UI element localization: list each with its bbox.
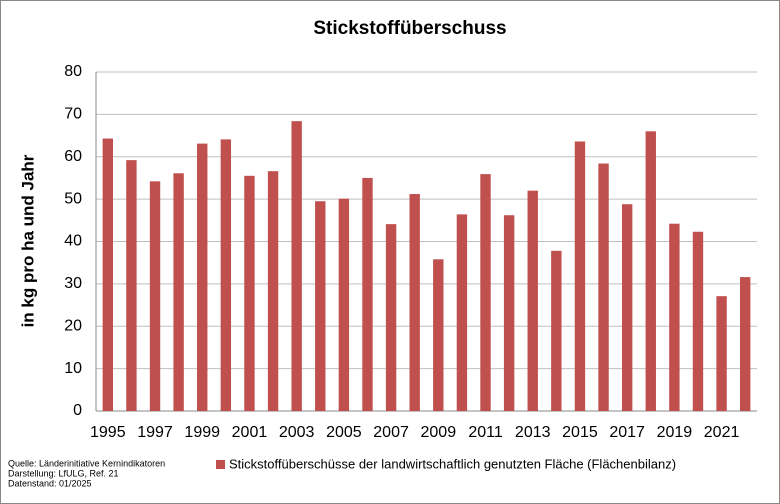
x-tick-label: 1997 [137, 424, 173, 441]
bar [480, 174, 491, 411]
bar [197, 143, 208, 411]
y-tick-label: 10 [64, 360, 82, 377]
x-tick-label: 2019 [657, 424, 693, 441]
bar [385, 224, 397, 411]
x-tick-label: 1999 [184, 424, 220, 441]
bar [551, 250, 562, 411]
bar [173, 173, 184, 411]
bar [102, 138, 113, 411]
bar [267, 171, 279, 411]
bar [433, 259, 444, 411]
bar [244, 175, 255, 411]
y-tick-label: 60 [64, 148, 82, 165]
y-axis-label: in kg pro ha und Jahr [18, 154, 37, 327]
note: Darstellung: LfULG, Ref. 21 [8, 468, 119, 478]
bar [598, 163, 609, 411]
bar [291, 121, 302, 411]
x-tick-label: 2007 [373, 424, 409, 441]
y-tick-label: 30 [64, 275, 82, 292]
bar [126, 160, 137, 411]
bar [692, 231, 704, 411]
y-tick-label: 0 [73, 402, 82, 419]
bar [362, 177, 373, 411]
x-tick-label: 2017 [609, 424, 645, 441]
x-tick-label: 2021 [704, 424, 740, 441]
bar [149, 181, 161, 411]
bar [220, 139, 232, 411]
legend-swatch [216, 460, 225, 469]
x-tick-label: 2013 [515, 424, 551, 441]
bar [338, 198, 350, 411]
note: Quelle: Länderinitiative Kernindikatoren [8, 458, 165, 468]
bar [645, 131, 656, 411]
y-tick-label: 70 [64, 106, 82, 123]
y-tick-label: 50 [64, 190, 82, 207]
x-tick-label: 2005 [326, 424, 362, 441]
legend-label: Stickstoffüberschüsse der landwirtschaft… [229, 456, 676, 471]
y-tick-label: 20 [64, 317, 82, 334]
bar [315, 201, 326, 411]
y-tick-label: 40 [64, 233, 82, 250]
x-tick-label: 2001 [232, 424, 268, 441]
bar [716, 296, 727, 411]
bar [621, 204, 633, 411]
chart-title: Stickstoffüberschuss [313, 18, 506, 39]
x-tick-label: 2009 [421, 424, 457, 441]
bar [409, 194, 420, 411]
note: Datenstand: 01/2025 [8, 478, 92, 488]
bar [456, 214, 468, 411]
x-tick-label: 2015 [562, 424, 598, 441]
bar [574, 141, 586, 411]
x-tick-label: 1995 [90, 424, 126, 441]
bar [527, 190, 538, 411]
bar [669, 223, 680, 411]
bar [740, 277, 751, 411]
x-tick-label: 2011 [468, 424, 503, 441]
y-tick-label: 80 [64, 63, 82, 80]
x-tick-label: 2003 [279, 424, 315, 441]
bar [503, 215, 515, 411]
